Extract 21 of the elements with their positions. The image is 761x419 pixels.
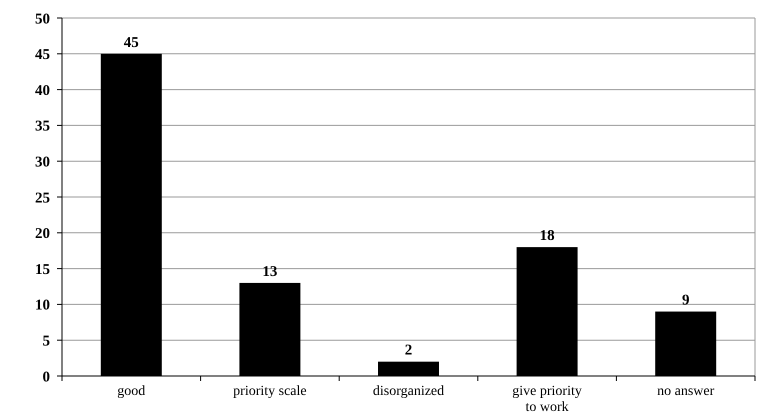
y-tick-label: 20 [35, 226, 50, 242]
y-tick-label: 40 [35, 82, 50, 99]
x-tick-label: give priority to work [512, 384, 582, 415]
data-label: 45 [124, 34, 139, 51]
data-label: 2 [404, 342, 412, 359]
y-tick-label: 35 [35, 118, 50, 135]
x-tick-label: disorganized [372, 384, 444, 399]
y-tick-label: 0 [42, 369, 50, 386]
y-tick-label: 5 [42, 333, 50, 350]
x-tick-label: no answer [657, 384, 715, 399]
y-tick-label: 50 [35, 11, 50, 28]
x-tick-label: good [117, 384, 146, 399]
y-tick-label: 10 [35, 298, 50, 314]
data-label: 13 [262, 264, 278, 280]
y-tick-label: 15 [35, 262, 50, 278]
y-tick-label: 45 [35, 47, 50, 64]
y-tick-label: 30 [35, 154, 50, 170]
data-label: 9 [682, 292, 690, 309]
data-label: 18 [540, 228, 555, 244]
y-tick-label: 25 [35, 190, 50, 206]
x-tick-label: priority scale [233, 384, 307, 399]
